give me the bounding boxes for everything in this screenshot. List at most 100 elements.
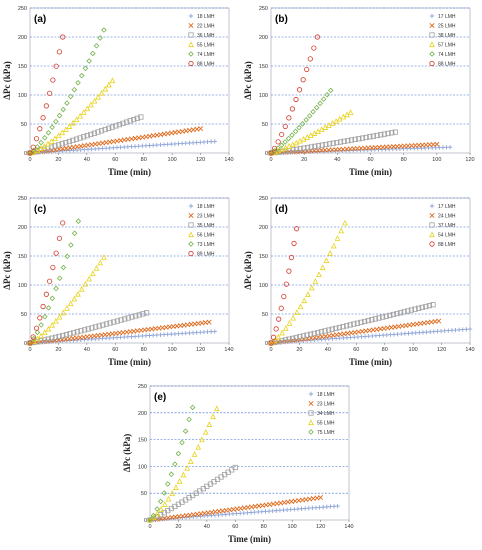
data-point — [278, 142, 285, 148]
legend-marker — [308, 429, 314, 435]
data-point — [45, 325, 52, 332]
data-point — [107, 320, 113, 326]
y-tick-label: 250 — [138, 384, 147, 390]
data-point — [293, 139, 300, 146]
data-point — [78, 285, 85, 292]
data-point — [270, 334, 277, 340]
data-point — [383, 313, 389, 319]
y-tick-label: 200 — [259, 35, 268, 41]
legend-label: 88 LMH — [197, 62, 215, 68]
y-tick-label: 250 — [18, 6, 27, 12]
data-point — [89, 325, 95, 331]
y-tick-label: 50 — [141, 491, 147, 497]
data-point — [426, 303, 433, 309]
legend-label: 22 LMH — [197, 24, 215, 30]
data-point — [344, 323, 350, 329]
legend-label: 17 LMH — [438, 204, 456, 210]
data-point — [180, 471, 187, 478]
x-axis-title: Time (min) — [108, 357, 151, 367]
data-point — [290, 147, 296, 153]
legend-marker — [308, 400, 314, 407]
data-point — [150, 512, 157, 519]
y-tick-label: 250 — [18, 196, 27, 202]
legend-marker — [188, 22, 194, 29]
chart-panel-a: 0 50 100 150 200 250 0 20 40 60 80 100 120 140 Time (m… — [0, 0, 241, 183]
data-point — [74, 329, 80, 335]
data-point — [312, 278, 319, 284]
data-point — [279, 329, 285, 336]
legend-marker — [429, 13, 435, 19]
x-tick-label: 60 — [232, 524, 238, 530]
y-tick-label: 100 — [259, 283, 268, 289]
data-point — [304, 144, 311, 151]
data-point — [49, 124, 55, 131]
data-point — [304, 332, 310, 338]
data-point — [150, 514, 157, 520]
data-point — [53, 250, 59, 256]
data-point — [394, 310, 400, 317]
legend-label: 36 LMH — [197, 33, 215, 39]
data-point — [60, 106, 67, 113]
data-point — [282, 325, 289, 331]
data-point — [329, 326, 335, 332]
x-tick-label: 80 — [261, 524, 267, 530]
data-point — [106, 125, 112, 131]
data-point — [313, 104, 320, 111]
data-point — [345, 138, 351, 144]
x-tick-label: 20 — [55, 157, 61, 163]
chart-svg: 0 50 100 150 200 250 0 20 40 60 80 100 120 140 Time (m… — [2, 196, 234, 367]
data-point — [305, 291, 311, 297]
data-point — [84, 105, 91, 112]
data-point — [88, 131, 94, 138]
data-point — [191, 451, 198, 457]
x-axis-title: Time (min) — [228, 534, 271, 544]
data-point — [326, 327, 332, 333]
legend-label: 35 LMH — [197, 223, 215, 229]
series-23-lmh — [27, 319, 212, 346]
data-point — [80, 109, 87, 115]
data-point — [56, 112, 63, 119]
y-tick-label: 100 — [18, 283, 27, 289]
data-point — [40, 115, 46, 121]
chart-svg: 0 50 100 150 200 250 0 20 40 60 80 100 120 140 Time (m… — [2, 6, 234, 177]
data-point — [165, 481, 171, 487]
x-tick-label: 40 — [204, 524, 210, 530]
data-point — [111, 319, 117, 325]
data-point — [48, 144, 55, 150]
data-point — [356, 136, 362, 142]
data-point — [212, 139, 217, 144]
panel-label: (e) — [154, 392, 166, 403]
data-point — [351, 321, 357, 327]
data-point — [303, 117, 309, 123]
data-point — [169, 490, 176, 496]
data-point — [59, 129, 66, 136]
data-point — [84, 133, 90, 139]
data-point — [206, 421, 213, 427]
data-point — [291, 240, 297, 246]
data-point — [232, 464, 238, 471]
y-tick-label: 200 — [18, 225, 27, 231]
data-point — [49, 321, 56, 328]
data-point — [53, 317, 59, 324]
data-point — [288, 254, 295, 261]
data-point — [182, 428, 189, 434]
data-point — [131, 116, 137, 123]
data-point — [140, 311, 146, 317]
legend-marker — [429, 203, 435, 209]
data-point — [91, 97, 98, 104]
data-point — [405, 308, 411, 314]
data-point — [319, 264, 326, 271]
data-point — [50, 264, 56, 271]
data-point — [318, 329, 325, 335]
data-point — [127, 118, 133, 124]
data-point — [101, 254, 107, 260]
data-point — [279, 338, 285, 344]
legend-marker — [188, 212, 194, 219]
x-tick-label: 140 — [344, 524, 353, 530]
data-point — [362, 318, 368, 325]
data-point — [78, 72, 85, 79]
chart-panel-e: 0 50 100 150 200 250 0 20 40 60 80 100 120 140 Time (m… — [120, 378, 361, 550]
y-tick-label: 200 — [138, 411, 147, 417]
data-point — [292, 128, 299, 135]
x-tick-label: 20 — [175, 524, 181, 530]
